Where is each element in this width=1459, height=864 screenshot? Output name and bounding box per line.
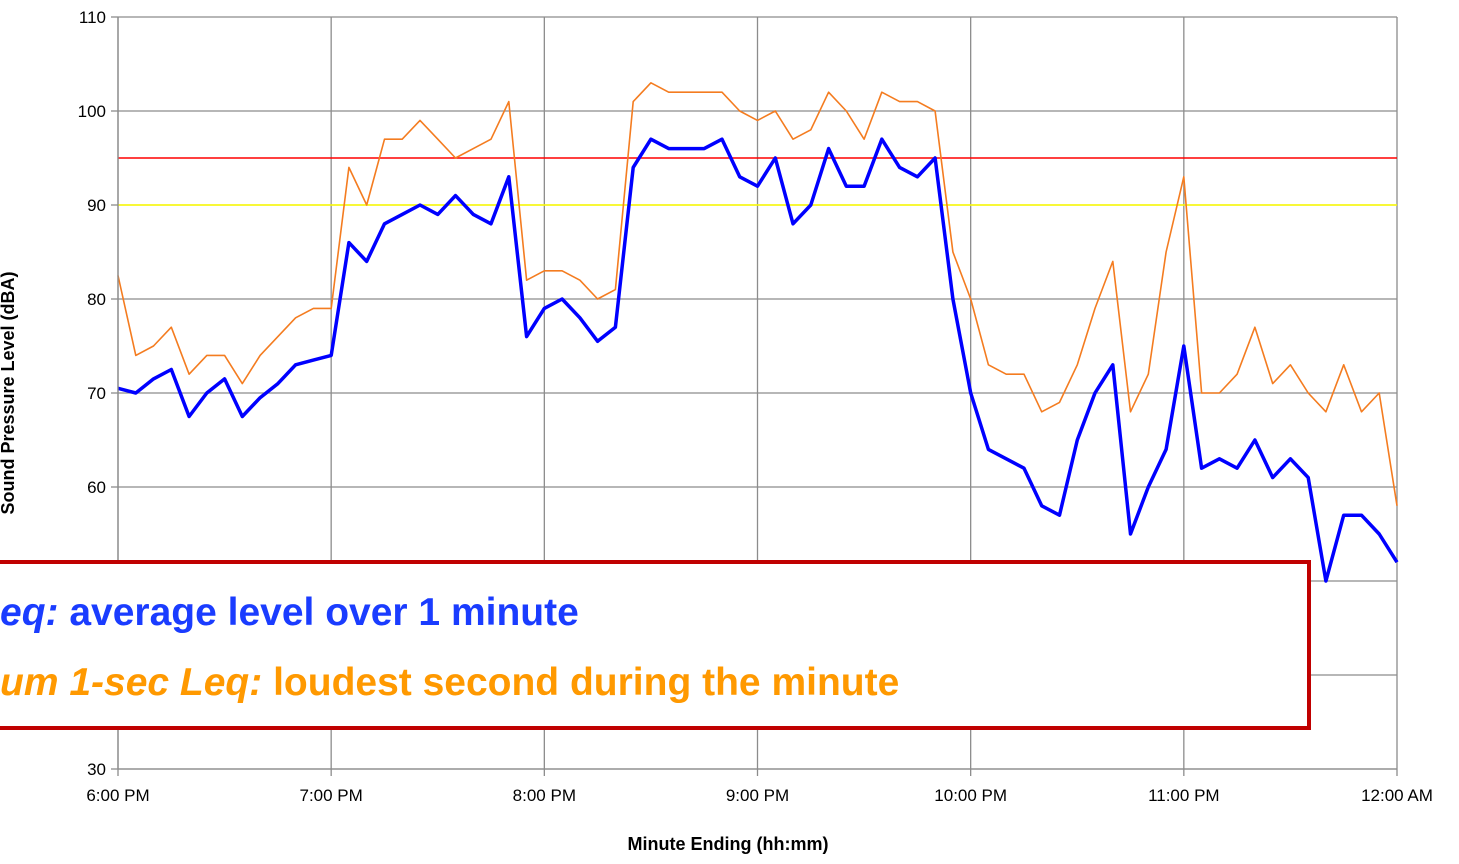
x-axis-title: Minute Ending (hh:mm): [628, 834, 829, 854]
annotation-desc: average level over 1 minute: [59, 591, 579, 634]
y-tick-label: 110: [79, 8, 106, 27]
series-line: [117, 137, 1399, 583]
y-axis-title: Sound Pressure Level (dBA): [0, 271, 18, 514]
y-tick-label: 80: [87, 290, 106, 309]
y-tick-label: 70: [87, 384, 106, 403]
annotation-term: eq:: [0, 591, 59, 634]
annotation-desc: loudest second during the minute: [262, 661, 899, 704]
annotation-text: eq: average level over 1 minute: [0, 591, 579, 634]
annotation-text: um 1-sec Leq: loudest second during the …: [0, 661, 899, 704]
x-tick-label: 8:00 PM: [513, 786, 576, 805]
x-tick-label: 10:00 PM: [934, 786, 1007, 805]
annotation-box: [0, 560, 1311, 730]
x-tick-label: 7:00 PM: [300, 786, 363, 805]
y-tick-label: 90: [87, 196, 106, 215]
plot: [117, 82, 1399, 583]
x-tick-label: 12:00 AM: [1361, 786, 1433, 805]
y-tick-label: 60: [87, 478, 106, 497]
x-tick-label: 9:00 PM: [726, 786, 789, 805]
y-tick-label: 100: [78, 102, 106, 121]
x-tick-label: 11:00 PM: [1148, 786, 1220, 805]
annotation-term: um 1-sec Leq:: [0, 661, 262, 704]
annotation: eq: average level over 1 minute um 1-sec …: [0, 560, 1311, 730]
series-line: [117, 82, 1398, 506]
y-tick-label: 30: [87, 760, 106, 779]
x-tick-label: 6:00 PM: [86, 786, 149, 805]
